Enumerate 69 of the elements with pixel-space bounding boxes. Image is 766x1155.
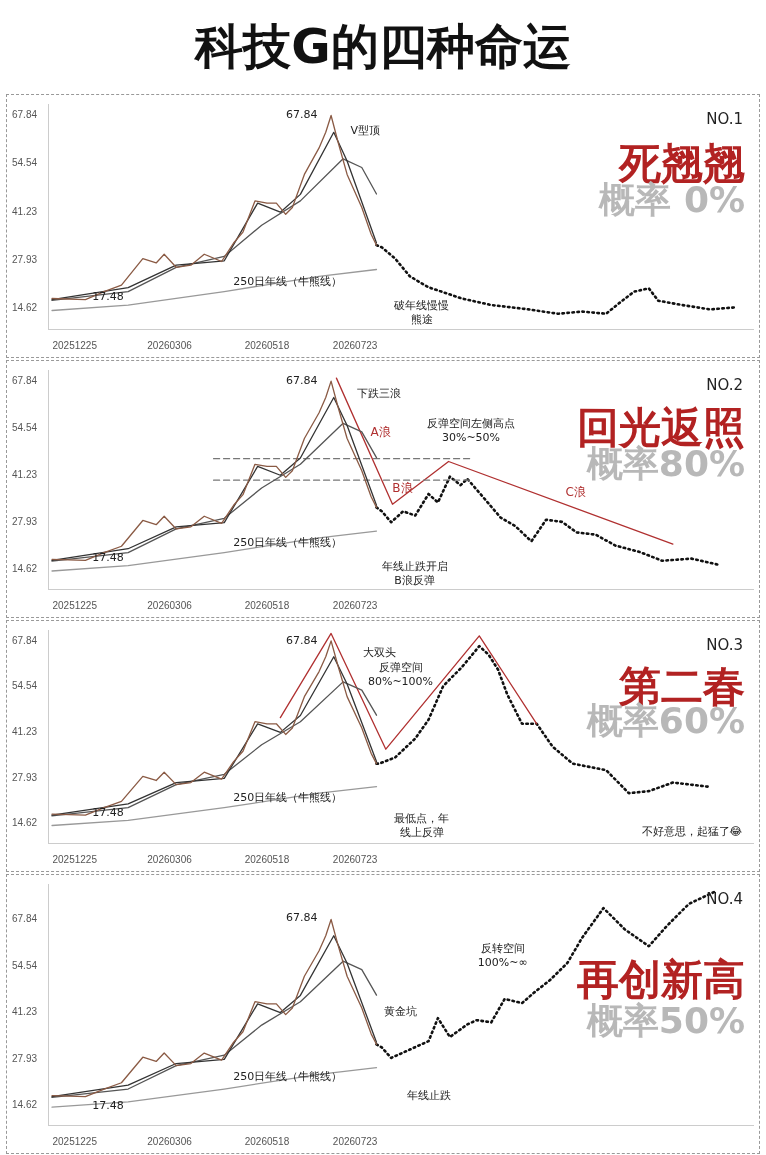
x-tick-label: 20260723 xyxy=(332,339,378,351)
annotation: 67.84 xyxy=(286,108,318,122)
x-tick-label: 20260306 xyxy=(147,599,193,611)
annotation: NO.3 xyxy=(706,635,743,654)
annotation: 17.48 xyxy=(92,290,124,304)
y-tick-label: 67.84 xyxy=(11,109,38,121)
annotation: 不好意思，起猛了😂 xyxy=(641,825,743,839)
text: 概率50% xyxy=(585,1000,745,1042)
y-tick-label: 41.23 xyxy=(11,726,38,738)
annotation: 黄金坑 xyxy=(384,1004,418,1018)
x-tick-label: 20260518 xyxy=(244,853,290,865)
x-tick-label: 20260518 xyxy=(244,339,290,351)
y-tick-label: 54.54 xyxy=(11,959,38,971)
annotation: 17.48 xyxy=(92,1098,124,1112)
y-tick-label: 27.93 xyxy=(11,254,38,266)
y-tick-label: 14.62 xyxy=(11,1099,38,1111)
annotation: 67.84 xyxy=(286,910,318,924)
y-tick-label: 67.84 xyxy=(11,913,38,925)
y-tick-label: 27.93 xyxy=(11,771,38,783)
annotation: 年线止跌开启B浪反弹 xyxy=(381,559,448,587)
y-tick-label: 27.93 xyxy=(11,1052,38,1064)
annotation: 250日年线（牛熊线） xyxy=(233,1069,343,1083)
annotation: 反弹空间80%~100% xyxy=(367,660,434,688)
x-tick-label: 20260723 xyxy=(332,1135,378,1147)
annotation: V型顶 xyxy=(350,123,381,137)
annotation: B浪 xyxy=(392,480,413,495)
x-tick-label: 20251225 xyxy=(52,599,98,611)
y-tick-label: 54.54 xyxy=(11,680,38,692)
annotation: 67.84 xyxy=(286,633,318,647)
annotation: 250日年线（牛熊线） xyxy=(233,535,343,549)
y-tick-label: 14.62 xyxy=(11,302,38,314)
y-tick-label: 14.62 xyxy=(11,562,38,574)
x-tick-label: 20260723 xyxy=(332,599,378,611)
y-tick-label: 41.23 xyxy=(11,468,38,480)
y-tick-label: 41.23 xyxy=(11,205,38,217)
annotation: 250日年线（牛熊线） xyxy=(233,791,343,805)
annotation: 破年线慢慢熊途 xyxy=(393,299,450,327)
x-tick-label: 20260306 xyxy=(147,339,193,351)
annotation: NO.1 xyxy=(706,109,743,128)
y-tick-label: 14.62 xyxy=(11,817,38,829)
annotation: 下跌三浪 xyxy=(357,386,402,400)
annotation: A浪 xyxy=(370,425,391,440)
annotation: 大双头 xyxy=(362,646,396,660)
annotation: NO.2 xyxy=(706,375,743,394)
annotation: 250日年线（牛熊线） xyxy=(233,274,343,288)
annotation: 反弹空间左侧高点30%~50% xyxy=(427,417,516,445)
annotation: 反转空间100%~∞ xyxy=(477,942,528,970)
x-tick-label: 20260306 xyxy=(147,1135,193,1147)
x-tick-label: 20260518 xyxy=(244,599,290,611)
y-tick-label: 54.54 xyxy=(11,421,38,433)
annotation: 17.48 xyxy=(92,806,124,820)
annotation: 年线止跌 xyxy=(406,1088,451,1102)
x-tick-label: 20260518 xyxy=(244,1135,290,1147)
annotation: NO.4 xyxy=(706,889,743,908)
y-tick-label: 67.84 xyxy=(11,374,38,386)
y-tick-label: 41.23 xyxy=(11,1006,38,1018)
x-tick-label: 20260723 xyxy=(332,853,378,865)
x-tick-label: 20260306 xyxy=(147,853,193,865)
annotation: 17.48 xyxy=(92,551,124,565)
text: 科技G的四种命运 xyxy=(193,17,572,76)
y-tick-label: 54.54 xyxy=(11,157,38,169)
x-tick-label: 20251225 xyxy=(52,339,98,351)
annotation: 最低点，年线上反弹 xyxy=(394,811,450,839)
annotation: C浪 xyxy=(565,484,586,499)
y-tick-label: 27.93 xyxy=(11,515,38,527)
y-tick-label: 67.84 xyxy=(11,634,38,646)
x-tick-label: 20251225 xyxy=(52,1135,98,1147)
annotation: 67.84 xyxy=(286,373,318,387)
x-tick-label: 20251225 xyxy=(52,853,98,865)
